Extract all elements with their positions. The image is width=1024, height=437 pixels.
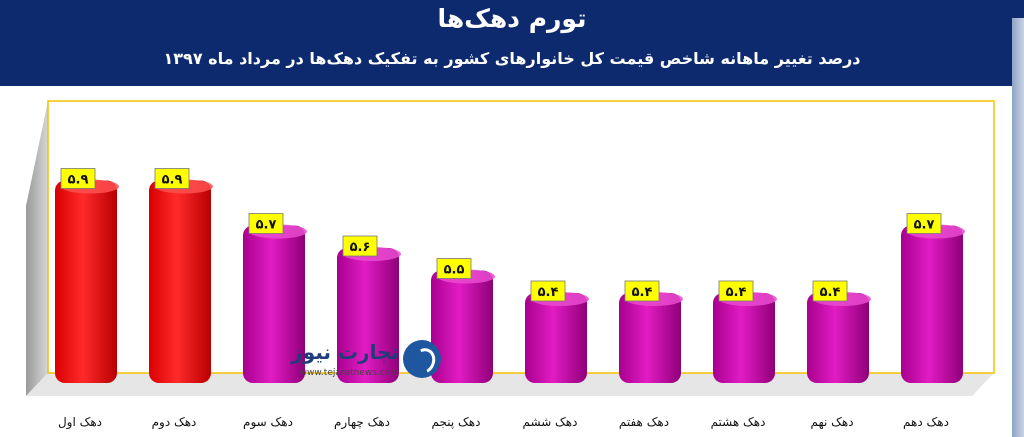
category-label: دهک سوم (243, 415, 293, 430)
category-label: دهک هفتم (619, 415, 669, 429)
chart-side-wall (26, 101, 48, 396)
value-label-box (342, 235, 378, 257)
bar (149, 180, 211, 383)
value-label-box (248, 213, 284, 234)
logo-icon (403, 340, 441, 378)
category-label: دهک اول (58, 415, 102, 430)
category-label: دهک چهارم (334, 415, 390, 430)
chart-header: تورم دهک‌ها درصد تغییر ماهانه شاخص قیمت … (0, 0, 1024, 86)
bar (55, 180, 117, 383)
bar (431, 270, 493, 383)
decorative-side-bar (1012, 18, 1024, 437)
value-label: ۵.۴ (820, 285, 841, 300)
bar (243, 225, 305, 383)
bar (525, 293, 587, 383)
category-label: دهک ششم (523, 415, 578, 429)
category-label: دهک پنجم (432, 415, 481, 429)
category-label: دهک دوم (152, 415, 197, 430)
bar (901, 225, 963, 383)
logo-url: www.tejaratnews.com (299, 368, 399, 378)
logo-text: تجارت نیوز (291, 340, 399, 364)
value-label-box (530, 280, 566, 302)
value-label: ۵.۹ (162, 173, 183, 188)
value-label: ۵.۵ (444, 263, 465, 278)
category-label: دهک نهم (810, 415, 853, 429)
category-label: دهک دهم (903, 415, 949, 429)
value-label-box (624, 280, 660, 302)
chart-title: تورم دهک‌ها (437, 4, 587, 33)
value-label-box (906, 213, 942, 234)
value-label: ۵.۷ (914, 218, 935, 233)
watermark-logo: تجارت نیوز www.tejaratnews.com (291, 338, 445, 386)
bar (619, 293, 681, 383)
value-label-box (718, 280, 754, 302)
value-label: ۵.۶ (350, 240, 371, 255)
chart-subtitle: درصد تغییر ماهانه شاخص قیمت کل خانوارهای… (163, 49, 861, 68)
value-label-box (60, 168, 96, 189)
value-label: ۵.۹ (68, 173, 89, 188)
value-label: ۵.۷ (256, 218, 277, 233)
value-label-box (812, 280, 848, 302)
bar-chart: ۵.۹ دهک اول ۵.۹ دهک دوم ۵.۷ دهک سوم ۵.۶ دهک چها… (26, 100, 995, 430)
bar (807, 293, 869, 383)
value-label: ۵.۴ (538, 285, 559, 300)
bars-layer (55, 179, 965, 383)
value-label: ۵.۴ (632, 285, 653, 300)
value-label: ۵.۴ (726, 285, 747, 300)
value-label-box (154, 168, 190, 189)
category-label: دهک هشتم (711, 415, 766, 429)
labels-layer: ۵.۹ دهک اول ۵.۹ دهک دوم ۵.۷ دهک سوم ۵.۶ دهک چها… (58, 168, 949, 430)
bar (337, 248, 399, 383)
value-label-box (436, 258, 472, 279)
bar (713, 293, 775, 383)
chart-frame (47, 100, 995, 374)
